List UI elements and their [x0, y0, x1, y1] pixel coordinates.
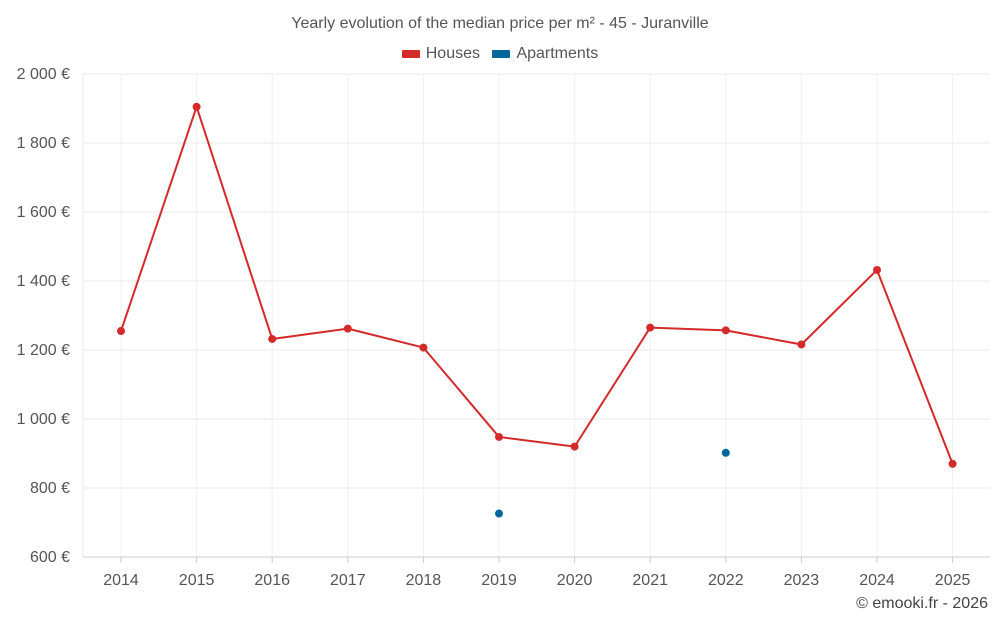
y-tick-label: 1 800 €: [17, 135, 70, 152]
data-point-houses: [117, 327, 125, 336]
data-point-houses: [495, 432, 503, 441]
data-point-houses: [948, 459, 957, 468]
y-tick-label: 1 000 €: [17, 411, 70, 428]
data-point-apartments: [721, 448, 730, 457]
legend: Houses Apartments: [0, 45, 1000, 63]
data-point-houses: [343, 324, 352, 333]
x-tick-label: 2023: [784, 572, 820, 589]
y-tick-label: 1 400 €: [17, 273, 70, 290]
data-point-houses: [721, 326, 730, 335]
data-point-houses: [192, 102, 201, 111]
x-tick-label: 2021: [632, 572, 668, 589]
data-point-houses: [268, 334, 277, 343]
x-tick-label: 2016: [254, 572, 290, 589]
data-point-houses: [570, 442, 579, 451]
x-tick-label: 2025: [935, 572, 971, 589]
x-tick-label: 2019: [481, 572, 517, 589]
legend-label-apartments: Apartments: [516, 45, 599, 62]
series-line-houses: [120, 105, 954, 465]
x-tick-label: 2015: [179, 572, 215, 589]
x-tick-label: 2018: [406, 572, 442, 589]
legend-label-houses: Houses: [425, 45, 480, 62]
x-tick-label: 2017: [330, 572, 366, 589]
x-tick-label: 2024: [859, 572, 895, 589]
data-point-houses: [873, 265, 881, 274]
y-tick-label: 2 000 €: [17, 66, 70, 83]
credit: © emooki.fr - 2026: [856, 595, 988, 612]
legend-item-apartments[interactable]: Apartments: [492, 45, 598, 63]
chart-title: Yearly evolution of the median price per…: [291, 15, 709, 32]
y-tick-label: 600 €: [30, 549, 70, 566]
legend-item-houses[interactable]: Houses: [401, 45, 480, 63]
x-tick-label: 2022: [708, 572, 744, 589]
legend-swatch-houses: [401, 50, 420, 58]
legend-swatch-apartments: [492, 50, 511, 58]
data-point-apartments: [495, 509, 503, 518]
grid: [82, 73, 990, 558]
data-point-houses: [646, 323, 655, 332]
series: [117, 102, 957, 518]
y-tick-label: 1 600 €: [17, 204, 70, 221]
y-tick-label: 1 200 €: [17, 342, 70, 359]
y-tick-label: 800 €: [30, 480, 70, 497]
data-point-houses: [419, 343, 428, 352]
x-tick-label: 2020: [557, 572, 593, 589]
axes: 600 € 800 € 1 000 € 1 200 € 1 400 € 1 600 € 1 …: [17, 66, 990, 589]
data-point-houses: [797, 340, 806, 349]
x-tick-label: 2014: [103, 572, 139, 589]
